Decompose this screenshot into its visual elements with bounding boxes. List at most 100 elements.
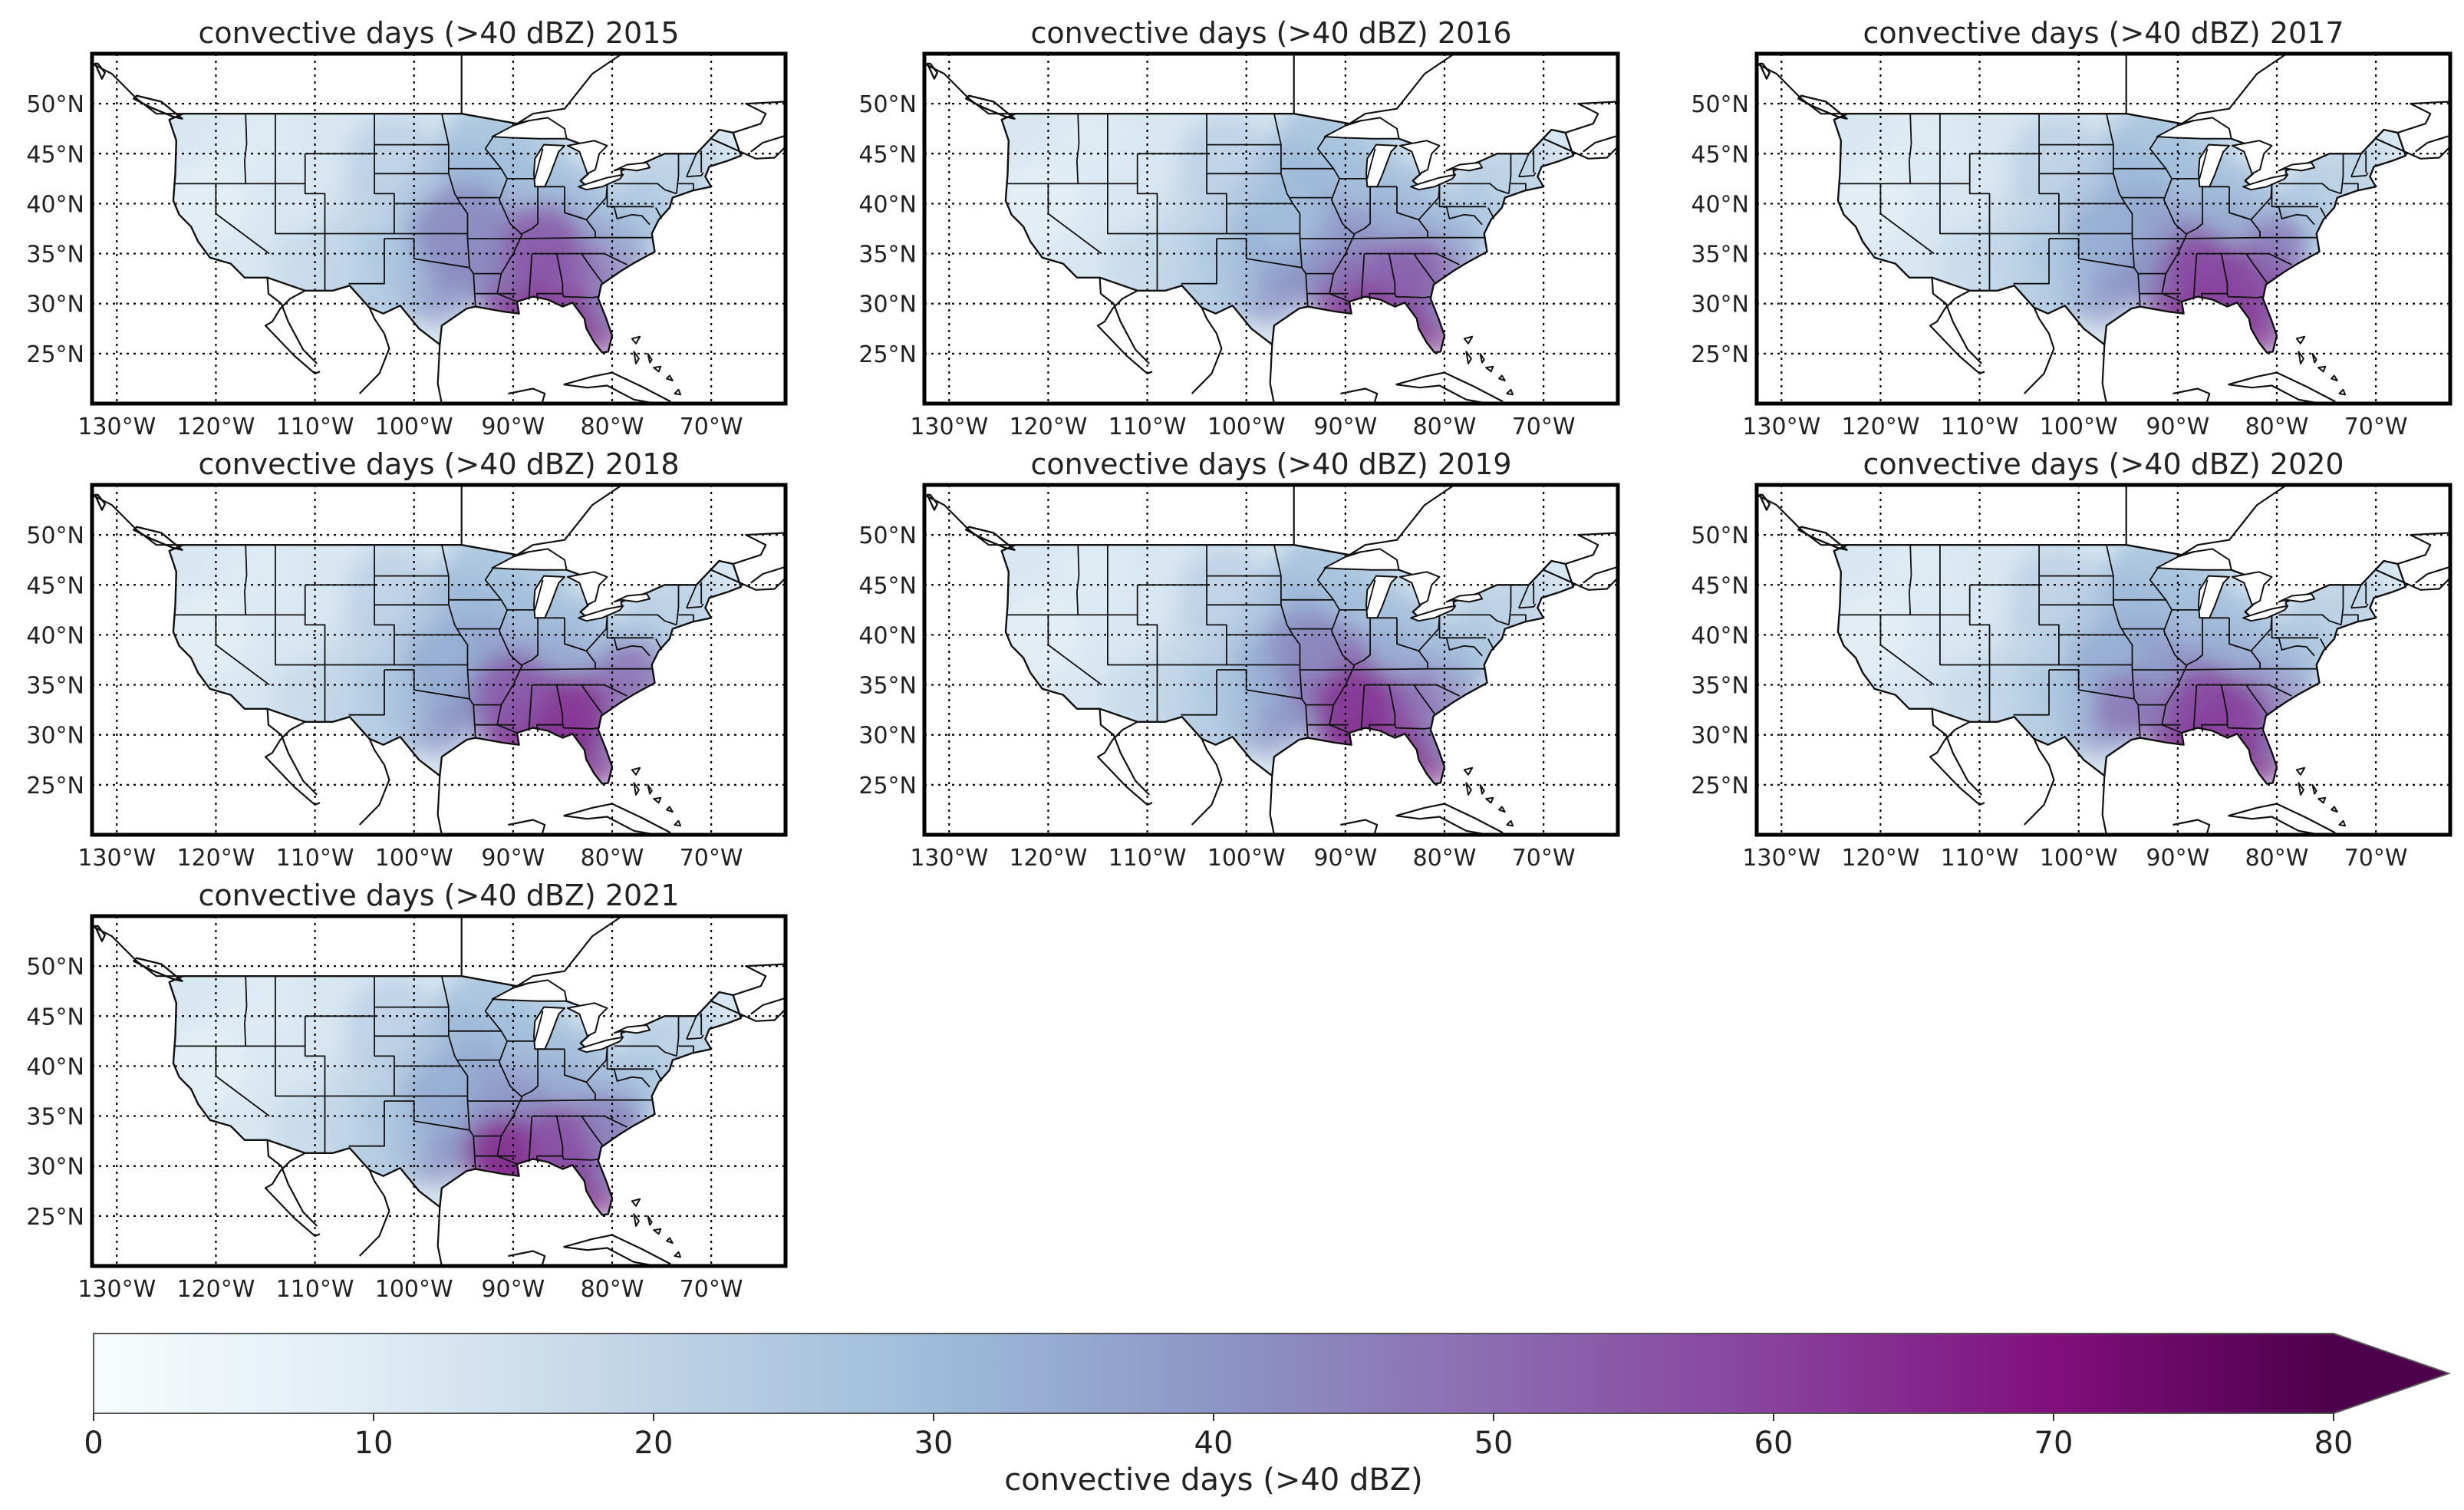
state-border [676, 1016, 680, 1057]
lat-tick-label: 30°N [858, 292, 917, 318]
island [631, 767, 641, 776]
state-border [564, 212, 596, 238]
lon-tick-label: 70°W [680, 414, 743, 440]
state-border [1968, 153, 1991, 291]
map-outlines [1757, 54, 2450, 404]
state-border [1273, 545, 1309, 738]
state-border [2172, 148, 2209, 180]
panel-title: convective days (>40 dBZ) 2021 [198, 879, 679, 912]
island [2295, 767, 2306, 776]
lon-tick-label: 130°W [1742, 414, 1820, 440]
density-blob [1048, 114, 1128, 184]
state-border [1518, 172, 1537, 178]
state-border [686, 153, 697, 177]
border-line [1543, 569, 1618, 591]
panel-title: convective days (>40 dBZ) 2016 [1030, 16, 1511, 50]
lon-tick-label: 110°W [1108, 845, 1187, 872]
island [631, 335, 641, 345]
border-line [264, 289, 321, 374]
state-border [1438, 615, 1487, 639]
state-border [441, 545, 476, 738]
border-line [563, 371, 671, 403]
state-border [655, 638, 663, 651]
graticule [92, 485, 786, 835]
great-lake [2231, 571, 2273, 606]
state-border [1076, 114, 1080, 184]
border-line [2228, 803, 2336, 834]
state-border [562, 1156, 599, 1161]
lon-tick-label: 90°W [1313, 414, 1377, 440]
lon-tick-label: 120°W [1009, 414, 1087, 440]
state-border [614, 183, 677, 195]
state-border [2106, 545, 2141, 738]
great-lake [566, 571, 608, 606]
border-line [1191, 738, 1223, 826]
density-blob [344, 545, 444, 645]
great-lake [491, 979, 568, 1002]
border-line [2181, 54, 2288, 125]
border-line [1099, 277, 1150, 364]
colorbar: 0 10 20 30 40 50 60 70 80 convective days (>40 dB… [84, 1333, 2452, 1498]
lat-tick-label: 30°N [1691, 723, 1749, 750]
state-border [1273, 114, 1309, 307]
island [647, 783, 653, 795]
state-border [1181, 239, 1217, 285]
lat-tick-label: 45°N [26, 572, 84, 599]
density-blob [1177, 545, 1276, 645]
state-border [2192, 253, 2198, 300]
border-line [2023, 738, 2055, 826]
state-border [2186, 186, 2203, 235]
great-lake [2231, 140, 2273, 175]
lat-tick-label: 50°N [1691, 91, 1749, 118]
island [1485, 796, 1494, 804]
border-line [358, 738, 390, 826]
colorbar-gradient [94, 1334, 2334, 1413]
lat-tick-label: 40°N [1691, 191, 1749, 218]
border-line [733, 101, 786, 134]
density-blob [1246, 173, 1326, 254]
lon-tick-label: 130°W [910, 845, 988, 872]
border-line [516, 485, 623, 556]
state-border [1909, 114, 1912, 184]
state-border [1487, 207, 1495, 219]
lon-tick-label: 120°W [176, 414, 255, 440]
state-border [2350, 172, 2369, 178]
lon-tick-label: 90°W [481, 414, 545, 440]
lon-tick-label: 80°W [2245, 414, 2309, 440]
state-border [606, 1046, 654, 1070]
lat-tick-label: 40°N [858, 622, 917, 649]
state-border [1413, 253, 1435, 283]
border-line [1543, 137, 1618, 160]
state-border [1446, 183, 1510, 195]
state-border [1508, 585, 1512, 625]
state-border [1879, 183, 1935, 255]
border-line [1565, 101, 1618, 134]
lon-tick-label: 70°W [1512, 845, 1576, 872]
state-border [678, 183, 694, 191]
lon-tick-label: 120°W [1841, 414, 1919, 440]
island [2298, 351, 2304, 364]
island [965, 526, 1016, 551]
state-border [2106, 114, 2141, 307]
island [94, 62, 106, 80]
lon-tick-label: 100°W [375, 414, 453, 440]
state-border [2340, 585, 2344, 625]
state-border [244, 976, 248, 1047]
border-line [2228, 371, 2336, 403]
density-blob [344, 976, 444, 1076]
state-border [304, 1016, 326, 1153]
map-panel-2016: convective days (>40 dBZ) 2016 50°N 45°N 40… [858, 16, 1620, 440]
island [653, 796, 662, 804]
island [1479, 783, 1485, 795]
island [653, 365, 662, 373]
density-blob [2009, 545, 2109, 645]
state-border [676, 153, 680, 194]
density-blob [344, 114, 444, 213]
state-border [2245, 253, 2268, 283]
state-border [1413, 684, 1435, 714]
lat-tick-label: 25°N [1691, 773, 1749, 800]
lon-tick-label: 110°W [1108, 414, 1187, 440]
density-blob [216, 545, 295, 615]
lat-tick-label: 45°N [858, 572, 917, 599]
state-border [581, 253, 603, 283]
